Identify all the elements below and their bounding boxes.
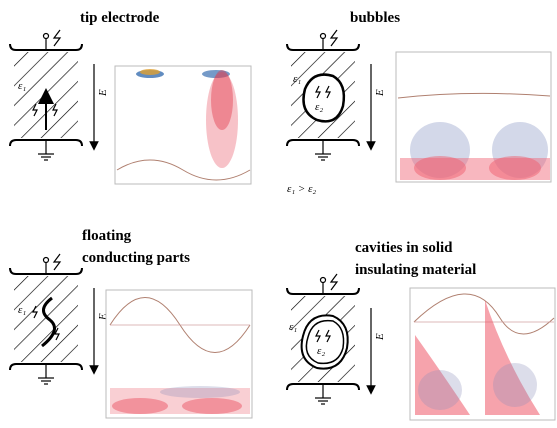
pd-pattern xyxy=(410,288,555,420)
field-label: E xyxy=(374,89,386,97)
field-label: E xyxy=(97,89,109,97)
pd-pattern xyxy=(106,290,252,418)
note: ε₁ > ε₂ xyxy=(287,183,316,195)
schematic: ε₁ ε₂ E xyxy=(287,274,386,404)
inner-permittivity-label: ε₂ xyxy=(317,345,325,357)
panel-title: floating xyxy=(82,228,132,244)
panel-title: cavities in solid xyxy=(355,240,453,256)
field-label: E xyxy=(374,333,386,341)
panel-title: conducting parts xyxy=(82,250,190,266)
panel-title: insulating material xyxy=(355,262,476,278)
permittivity-label: ε₁ xyxy=(293,73,301,85)
figure: tip electrode bubbles floating conductin… xyxy=(0,0,557,428)
schematic: ε₁ E xyxy=(10,30,109,160)
permittivity-label: ε₁ xyxy=(18,80,26,92)
schematic: ε₁ E xyxy=(10,254,109,384)
permittivity-label: ε₁ xyxy=(18,304,26,316)
inner-permittivity-label: ε₂ xyxy=(315,101,323,113)
permittivity-label: ε₁ xyxy=(289,321,297,333)
pd-pattern xyxy=(396,52,551,182)
panel-title: tip electrode xyxy=(80,10,160,26)
schematic: ε₁ ε₂ E ε₁ > ε₂ xyxy=(287,30,386,195)
panel-title: bubbles xyxy=(350,10,400,26)
pd-pattern xyxy=(115,66,251,184)
